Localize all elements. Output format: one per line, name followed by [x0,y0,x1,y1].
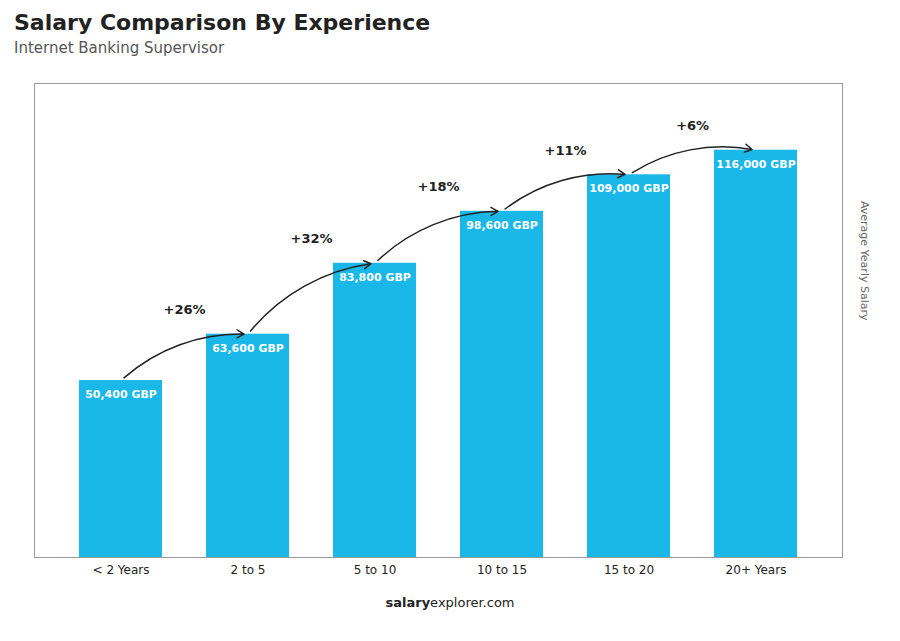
svg-text:98,600 GBP: 98,600 GBP [466,219,538,232]
svg-text:5 to 10: 5 to 10 [354,563,397,577]
svg-text:116,000 GBP: 116,000 GBP [716,158,795,171]
svg-text:+6%: +6% [676,118,709,133]
svg-text:15 to 20: 15 to 20 [604,563,654,577]
svg-text:+18%: +18% [418,179,460,194]
svg-text:63,600 GBP: 63,600 GBP [212,342,284,355]
svg-text:+26%: +26% [164,302,206,317]
svg-text:20+ Years: 20+ Years [726,563,787,577]
svg-text:+11%: +11% [545,143,587,158]
svg-text:50,400 GBP: 50,400 GBP [85,388,157,401]
html-text:salary explorer.com: salary explorer.com [385,595,515,610]
svg-text:2 to 5: 2 to 5 [231,563,266,577]
html-text:Internet Banking Supervisor: Internet Banking Supervisor [14,39,225,57]
html-text:Salary Comparison By Experienc: Salary Comparison By Experience [14,10,431,35]
svg-text:10 to 15: 10 to 15 [477,563,527,577]
svg-text:< 2 Years: < 2 Years [93,563,150,577]
svg-text:+32%: +32% [291,231,333,246]
svg-text:Average Yearly Salary: Average Yearly Salary [858,201,871,321]
svg-text:83,800 GBP: 83,800 GBP [339,271,411,284]
svg-text:109,000 GBP: 109,000 GBP [589,182,668,195]
